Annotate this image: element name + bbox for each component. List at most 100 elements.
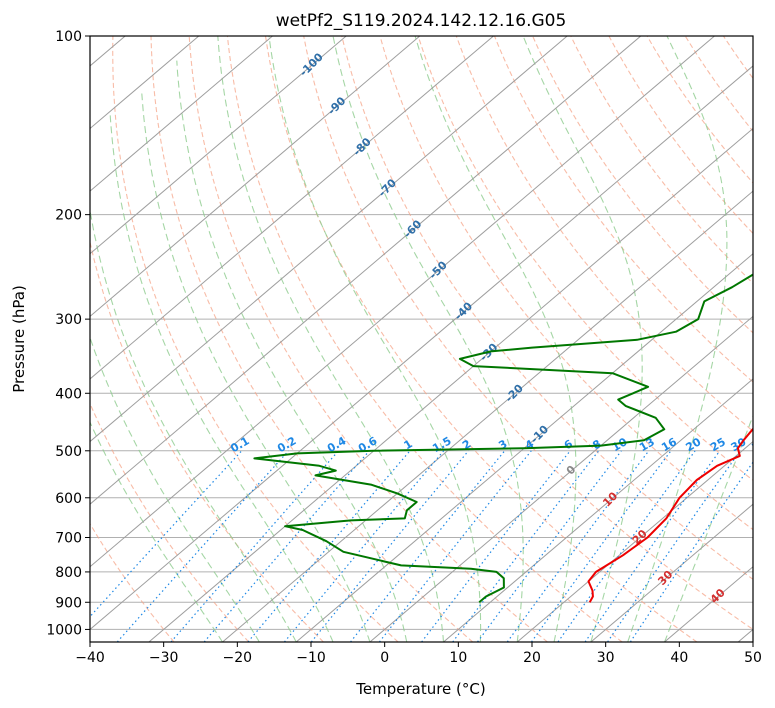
dry-adiabat-line bbox=[684, 36, 753, 133]
dry-adiabat-line bbox=[455, 36, 753, 432]
isoline-label-layer: 0.1 0.2 0.4 0.6 1 1.5 2 3 4 6 8 10 13 16 20 25 30 36-100-… bbox=[228, 50, 769, 606]
mixing-ratio-label: 1.5 bbox=[430, 434, 453, 455]
isotherm-label: -100 bbox=[297, 50, 326, 79]
mixing-ratio-line bbox=[452, 450, 600, 642]
y-axis-label: Pressure (hPa) bbox=[10, 285, 28, 393]
dry-adiabat-line bbox=[762, 36, 775, 642]
isotherm-line bbox=[295, 253, 753, 642]
chart-title: wetPf2_S119.2024.142.12.16.G05 bbox=[276, 11, 567, 31]
mixing-ratio-label: 0.1 bbox=[228, 434, 251, 455]
plot-frame bbox=[89, 35, 754, 643]
moist-adiabat-line bbox=[332, 36, 524, 642]
mixing-ratio-line bbox=[283, 450, 445, 642]
isotherm-line bbox=[90, 36, 715, 568]
moist-adiabat-line bbox=[90, 335, 260, 642]
dry-adiabat-line bbox=[226, 36, 623, 642]
y-axis-ticks: 100 200 300 400 500 600 700 800 900 1000 bbox=[46, 29, 90, 638]
isotherm-line bbox=[516, 440, 753, 642]
mixing-ratio-line bbox=[247, 450, 411, 642]
isotherm-line bbox=[443, 378, 753, 642]
isotherm-line bbox=[369, 315, 753, 642]
moist-adiabat-line bbox=[414, 36, 577, 642]
mixing-ratio-line bbox=[378, 450, 532, 642]
y-tick-label: 100 bbox=[55, 29, 82, 45]
mixing-ratio-label: 25 bbox=[708, 435, 728, 454]
x-tick-label: −10 bbox=[296, 650, 326, 666]
profile-layer bbox=[253, 273, 753, 604]
x-axis-ticks: −40 −30 −20 −10 0 10 20 30 40 50 bbox=[75, 642, 762, 666]
dry-adiabat-line bbox=[493, 36, 753, 383]
moist-adiabat-line bbox=[90, 421, 223, 642]
dry-adiabat-line bbox=[341, 36, 753, 580]
dry-adiabat-line bbox=[264, 36, 698, 642]
dewpoint-profile-line bbox=[253, 273, 753, 604]
mixing-ratio-line bbox=[477, 450, 622, 642]
y-tick-label: 800 bbox=[55, 565, 82, 581]
isotherm-line bbox=[90, 36, 200, 130]
dry-adiabat-line bbox=[608, 36, 753, 235]
mixing-ratio-label: 20 bbox=[683, 435, 703, 454]
mixing-ratio-label: 6 bbox=[562, 437, 575, 452]
moist-adiabat-line bbox=[141, 93, 371, 642]
dry-adiabat-line bbox=[646, 36, 753, 184]
isotherm-line bbox=[90, 36, 494, 380]
temperature-profile-line bbox=[587, 427, 753, 603]
mixing-ratio-line bbox=[90, 450, 243, 618]
mixing-ratio-line bbox=[607, 450, 741, 642]
dry-adiabat-line bbox=[417, 36, 753, 481]
isotherm-line bbox=[90, 36, 273, 192]
x-axis-label: Temperature (°C) bbox=[355, 680, 485, 698]
mixing-ratio-line bbox=[350, 450, 506, 642]
moist-adiabat-line bbox=[663, 414, 753, 642]
mixing-ratio-line bbox=[421, 450, 571, 642]
y-tick-label: 600 bbox=[55, 491, 82, 507]
moist-adiabat-line bbox=[268, 36, 482, 642]
isotherm-line bbox=[737, 628, 753, 642]
dry-adiabat-line bbox=[303, 36, 753, 631]
x-tick-label: 30 bbox=[597, 650, 615, 666]
dry-adiabat-line bbox=[532, 36, 753, 334]
y-tick-label: 1000 bbox=[46, 622, 82, 638]
x-tick-label: 50 bbox=[744, 650, 762, 666]
grid-layer bbox=[90, 36, 753, 630]
mixing-ratio-label: 36 bbox=[749, 435, 769, 454]
y-tick-label: 500 bbox=[55, 444, 82, 460]
dry-adiabat-line bbox=[150, 36, 474, 642]
isotherm-line bbox=[90, 36, 421, 318]
dry-adiabat-line bbox=[90, 402, 250, 642]
mixing-ratio-line bbox=[557, 450, 696, 642]
moist-adiabat-line bbox=[627, 36, 728, 642]
isotherm-line bbox=[222, 190, 753, 642]
moist-adiabat-line bbox=[176, 60, 408, 642]
isotherm-line bbox=[90, 36, 347, 255]
mixing-ratio-line bbox=[170, 450, 339, 642]
dry-adiabat-line bbox=[570, 36, 753, 285]
moist-adiabat-line bbox=[522, 36, 643, 642]
isotherm-line bbox=[90, 36, 642, 505]
y-tick-label: 200 bbox=[55, 208, 82, 224]
mixing-ratio-line bbox=[116, 450, 290, 642]
x-tick-label: 0 bbox=[380, 650, 389, 666]
mixing-ratio-label: 16 bbox=[659, 435, 679, 454]
x-tick-label: −40 bbox=[75, 650, 105, 666]
y-tick-label: 700 bbox=[55, 531, 82, 547]
mixing-ratio-line bbox=[531, 450, 672, 642]
dry-adiabat-line bbox=[722, 36, 753, 80]
isotherm-line bbox=[590, 503, 753, 642]
x-tick-label: 10 bbox=[449, 650, 467, 666]
mixing-ratio-line bbox=[584, 450, 721, 642]
isotherm-line bbox=[90, 36, 568, 443]
y-tick-label: 300 bbox=[55, 312, 82, 328]
moist-adiabat-line bbox=[90, 207, 297, 642]
x-tick-label: −20 bbox=[223, 650, 253, 666]
x-tick-label: 20 bbox=[523, 650, 541, 666]
dry-adiabat-line bbox=[188, 36, 548, 642]
isoline-layer bbox=[90, 36, 775, 642]
x-tick-label: −30 bbox=[149, 650, 179, 666]
moist-adiabat-line bbox=[217, 36, 445, 642]
x-tick-label: 40 bbox=[670, 650, 688, 666]
moist-adiabat-line bbox=[109, 113, 334, 642]
y-tick-label: 400 bbox=[55, 386, 82, 402]
isotherm-line bbox=[148, 127, 753, 642]
